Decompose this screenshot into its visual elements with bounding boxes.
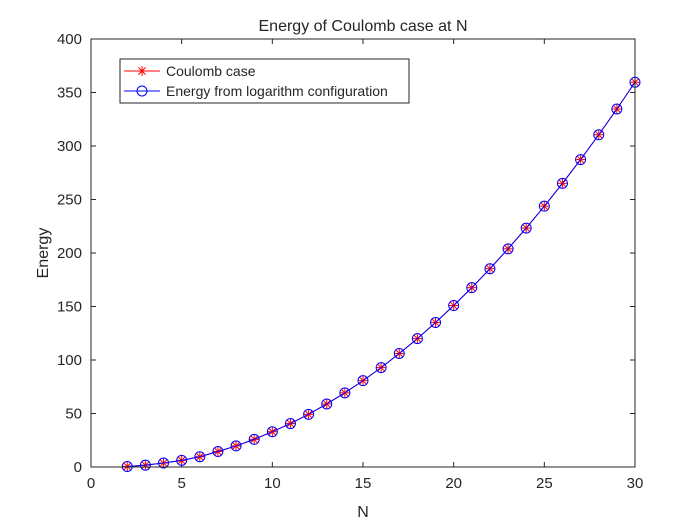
y-tick-label: 250 (57, 192, 82, 209)
legend-entry: Energy from logarithm configuration (124, 83, 388, 99)
data-point (393, 347, 405, 359)
data-point (230, 440, 242, 452)
y-tick-label: 350 (57, 85, 82, 102)
data-point (303, 408, 315, 420)
legend-marker (136, 85, 148, 97)
y-tick-label: 100 (57, 352, 82, 369)
legend-entries: Coulomb case Energy from logarithm config… (124, 63, 388, 99)
data-point (121, 460, 133, 472)
y-tick-label: 0 (74, 459, 82, 476)
plot-area (91, 39, 635, 467)
data-point (266, 426, 278, 438)
x-tick-label: 0 (87, 475, 95, 492)
legend-label: Coulomb case (166, 63, 256, 79)
y-tick-label: 400 (57, 31, 82, 48)
data-point (339, 387, 351, 399)
x-tick-label: 25 (536, 475, 553, 492)
x-tick-label: 15 (355, 475, 372, 492)
x-tick-label: 5 (177, 475, 185, 492)
chart-title: Energy of Coulomb case at N (259, 18, 468, 35)
x-axis-label: N (357, 504, 369, 521)
x-tick-label: 30 (627, 475, 644, 492)
series-layer (121, 76, 641, 472)
data-point (321, 398, 333, 410)
legend-label: Energy from logarithm configuration (166, 83, 388, 99)
data-point (411, 333, 423, 345)
y-tick-label: 150 (57, 299, 82, 316)
data-point (284, 418, 296, 430)
data-point (176, 454, 188, 466)
data-point (520, 222, 532, 234)
data-point (593, 129, 605, 141)
series-line (127, 81, 636, 467)
data-point (466, 282, 478, 294)
data-point (448, 300, 460, 312)
data-point (357, 375, 369, 387)
legend: Coulomb case Energy from logarithm config… (119, 58, 410, 104)
legend-marker (137, 66, 147, 76)
data-point (194, 451, 206, 463)
data-point (575, 154, 587, 166)
y-axis-label: Energy (35, 228, 52, 279)
series-2 (121, 76, 641, 472)
legend-entry: Coulomb case (124, 63, 256, 79)
data-point (248, 433, 260, 445)
x-tick-label: 10 (264, 475, 281, 492)
data-point (375, 362, 387, 374)
data-point (212, 445, 224, 457)
y-tick-label: 50 (65, 406, 82, 423)
data-point (538, 200, 550, 212)
y-tick-label: 200 (57, 245, 82, 262)
data-point (158, 457, 170, 469)
data-point (139, 459, 151, 471)
plot-frame (90, 38, 636, 468)
data-point (430, 316, 442, 328)
data-point (484, 263, 496, 275)
x-tick-label: 20 (445, 475, 462, 492)
data-point (556, 177, 568, 189)
data-point (611, 103, 623, 115)
data-point (502, 243, 514, 255)
y-tick-label: 300 (57, 138, 82, 155)
legend-box (119, 58, 410, 104)
